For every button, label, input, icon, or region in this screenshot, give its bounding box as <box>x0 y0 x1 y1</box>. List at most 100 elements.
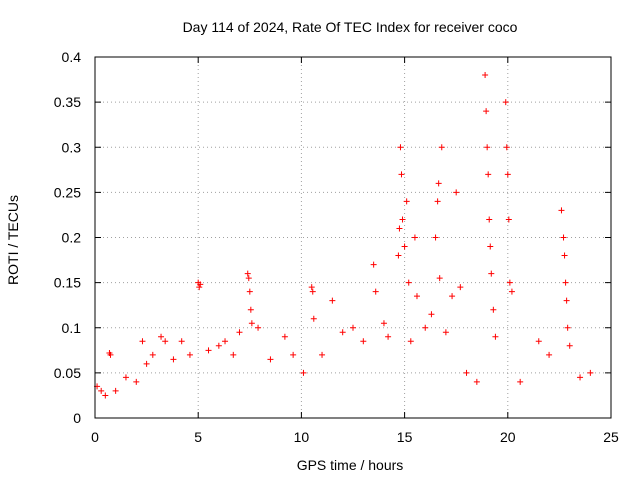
data-point <box>488 270 495 277</box>
y-tick-label: 0.15 <box>54 275 81 291</box>
data-point <box>319 351 326 358</box>
data-point <box>245 275 252 282</box>
data-point <box>329 297 336 304</box>
data-point <box>490 306 497 313</box>
data-point <box>255 324 262 331</box>
y-tick-label: 0.3 <box>62 139 82 155</box>
data-point <box>399 216 406 223</box>
data-point <box>133 378 140 385</box>
data-point <box>587 369 594 376</box>
data-point <box>577 374 584 381</box>
data-point <box>158 333 165 340</box>
data-point <box>517 378 524 385</box>
data-point <box>486 216 493 223</box>
data-point <box>432 234 439 241</box>
data-point <box>339 329 346 336</box>
data-point <box>422 324 429 331</box>
y-tick-label: 0.2 <box>62 230 82 246</box>
data-point <box>473 378 480 385</box>
data-point <box>246 288 253 295</box>
data-point <box>196 284 203 291</box>
data-point <box>560 234 567 241</box>
data-point <box>247 306 254 313</box>
y-tick-label: 0 <box>73 410 81 426</box>
data-point <box>98 387 105 394</box>
data-point <box>485 171 492 178</box>
data-point <box>215 342 222 349</box>
data-point <box>149 351 156 358</box>
data-point <box>484 144 491 151</box>
x-tick-label: 0 <box>91 429 99 445</box>
data-point <box>535 338 542 345</box>
data-point <box>248 320 255 327</box>
y-axis-label: ROTI / TECUs <box>5 195 21 285</box>
data-point <box>107 351 114 358</box>
data-point <box>405 279 412 286</box>
data-point <box>506 279 513 286</box>
plot-frame <box>94 56 612 419</box>
y-tick-label: 0.35 <box>54 94 81 110</box>
data-point <box>546 351 553 358</box>
chart-title: Day 114 of 2024, Rate Of TEC Index for r… <box>183 19 518 35</box>
data-point <box>222 338 229 345</box>
y-tick-label: 0.4 <box>62 49 82 65</box>
x-tick-label: 5 <box>194 429 202 445</box>
data-point <box>143 360 150 367</box>
data-point <box>308 284 315 291</box>
data-point <box>205 347 212 354</box>
y-tick-label: 0.1 <box>62 320 82 336</box>
data-point <box>162 338 169 345</box>
data-point <box>508 288 515 295</box>
data-point <box>407 338 414 345</box>
data-point <box>502 99 509 106</box>
data-point <box>236 329 243 336</box>
data-point <box>503 144 510 151</box>
data-point <box>564 324 571 331</box>
data-point <box>434 198 441 205</box>
data-point <box>504 171 511 178</box>
data-point <box>428 311 435 318</box>
data-point <box>178 338 185 345</box>
data-point <box>403 198 410 205</box>
data-point <box>370 261 377 268</box>
data-point <box>561 252 568 259</box>
data-point <box>300 369 307 376</box>
data-point <box>395 252 402 259</box>
data-point <box>186 351 193 358</box>
data-point <box>492 333 499 340</box>
data-point <box>442 329 449 336</box>
data-point <box>396 225 403 232</box>
data-point <box>398 171 405 178</box>
data-point <box>380 320 387 327</box>
data-point <box>350 324 356 331</box>
data-point <box>290 351 297 358</box>
data-point <box>310 315 317 322</box>
data-point <box>122 374 129 381</box>
x-tick-label: 10 <box>294 429 310 445</box>
x-tick-label: 25 <box>603 429 619 445</box>
y-tick-label: 0.25 <box>54 184 81 200</box>
data-point <box>482 72 489 79</box>
data-points <box>94 72 594 399</box>
x-tick-label: 15 <box>397 429 413 445</box>
data-point <box>505 216 512 223</box>
data-point <box>435 180 442 187</box>
data-point <box>281 333 288 340</box>
data-point <box>401 243 408 250</box>
data-point <box>139 338 146 345</box>
data-point <box>360 338 367 345</box>
data-point <box>438 144 445 151</box>
axis-ticks: 0 5 10 15 20 25 0 0.05 0.1 0.15 0.2 0.25 0.3 0.35 0.4 <box>54 49 619 445</box>
y-tick-label: 0.05 <box>54 365 81 381</box>
data-point <box>413 293 420 300</box>
data-point <box>170 356 177 363</box>
data-point <box>453 189 460 196</box>
data-point <box>463 369 470 376</box>
x-tick-label: 20 <box>500 429 516 445</box>
data-point <box>397 144 404 151</box>
data-point <box>309 288 316 295</box>
x-axis-label: GPS time / hours <box>297 457 404 473</box>
data-point <box>457 284 464 291</box>
data-point <box>411 234 418 241</box>
